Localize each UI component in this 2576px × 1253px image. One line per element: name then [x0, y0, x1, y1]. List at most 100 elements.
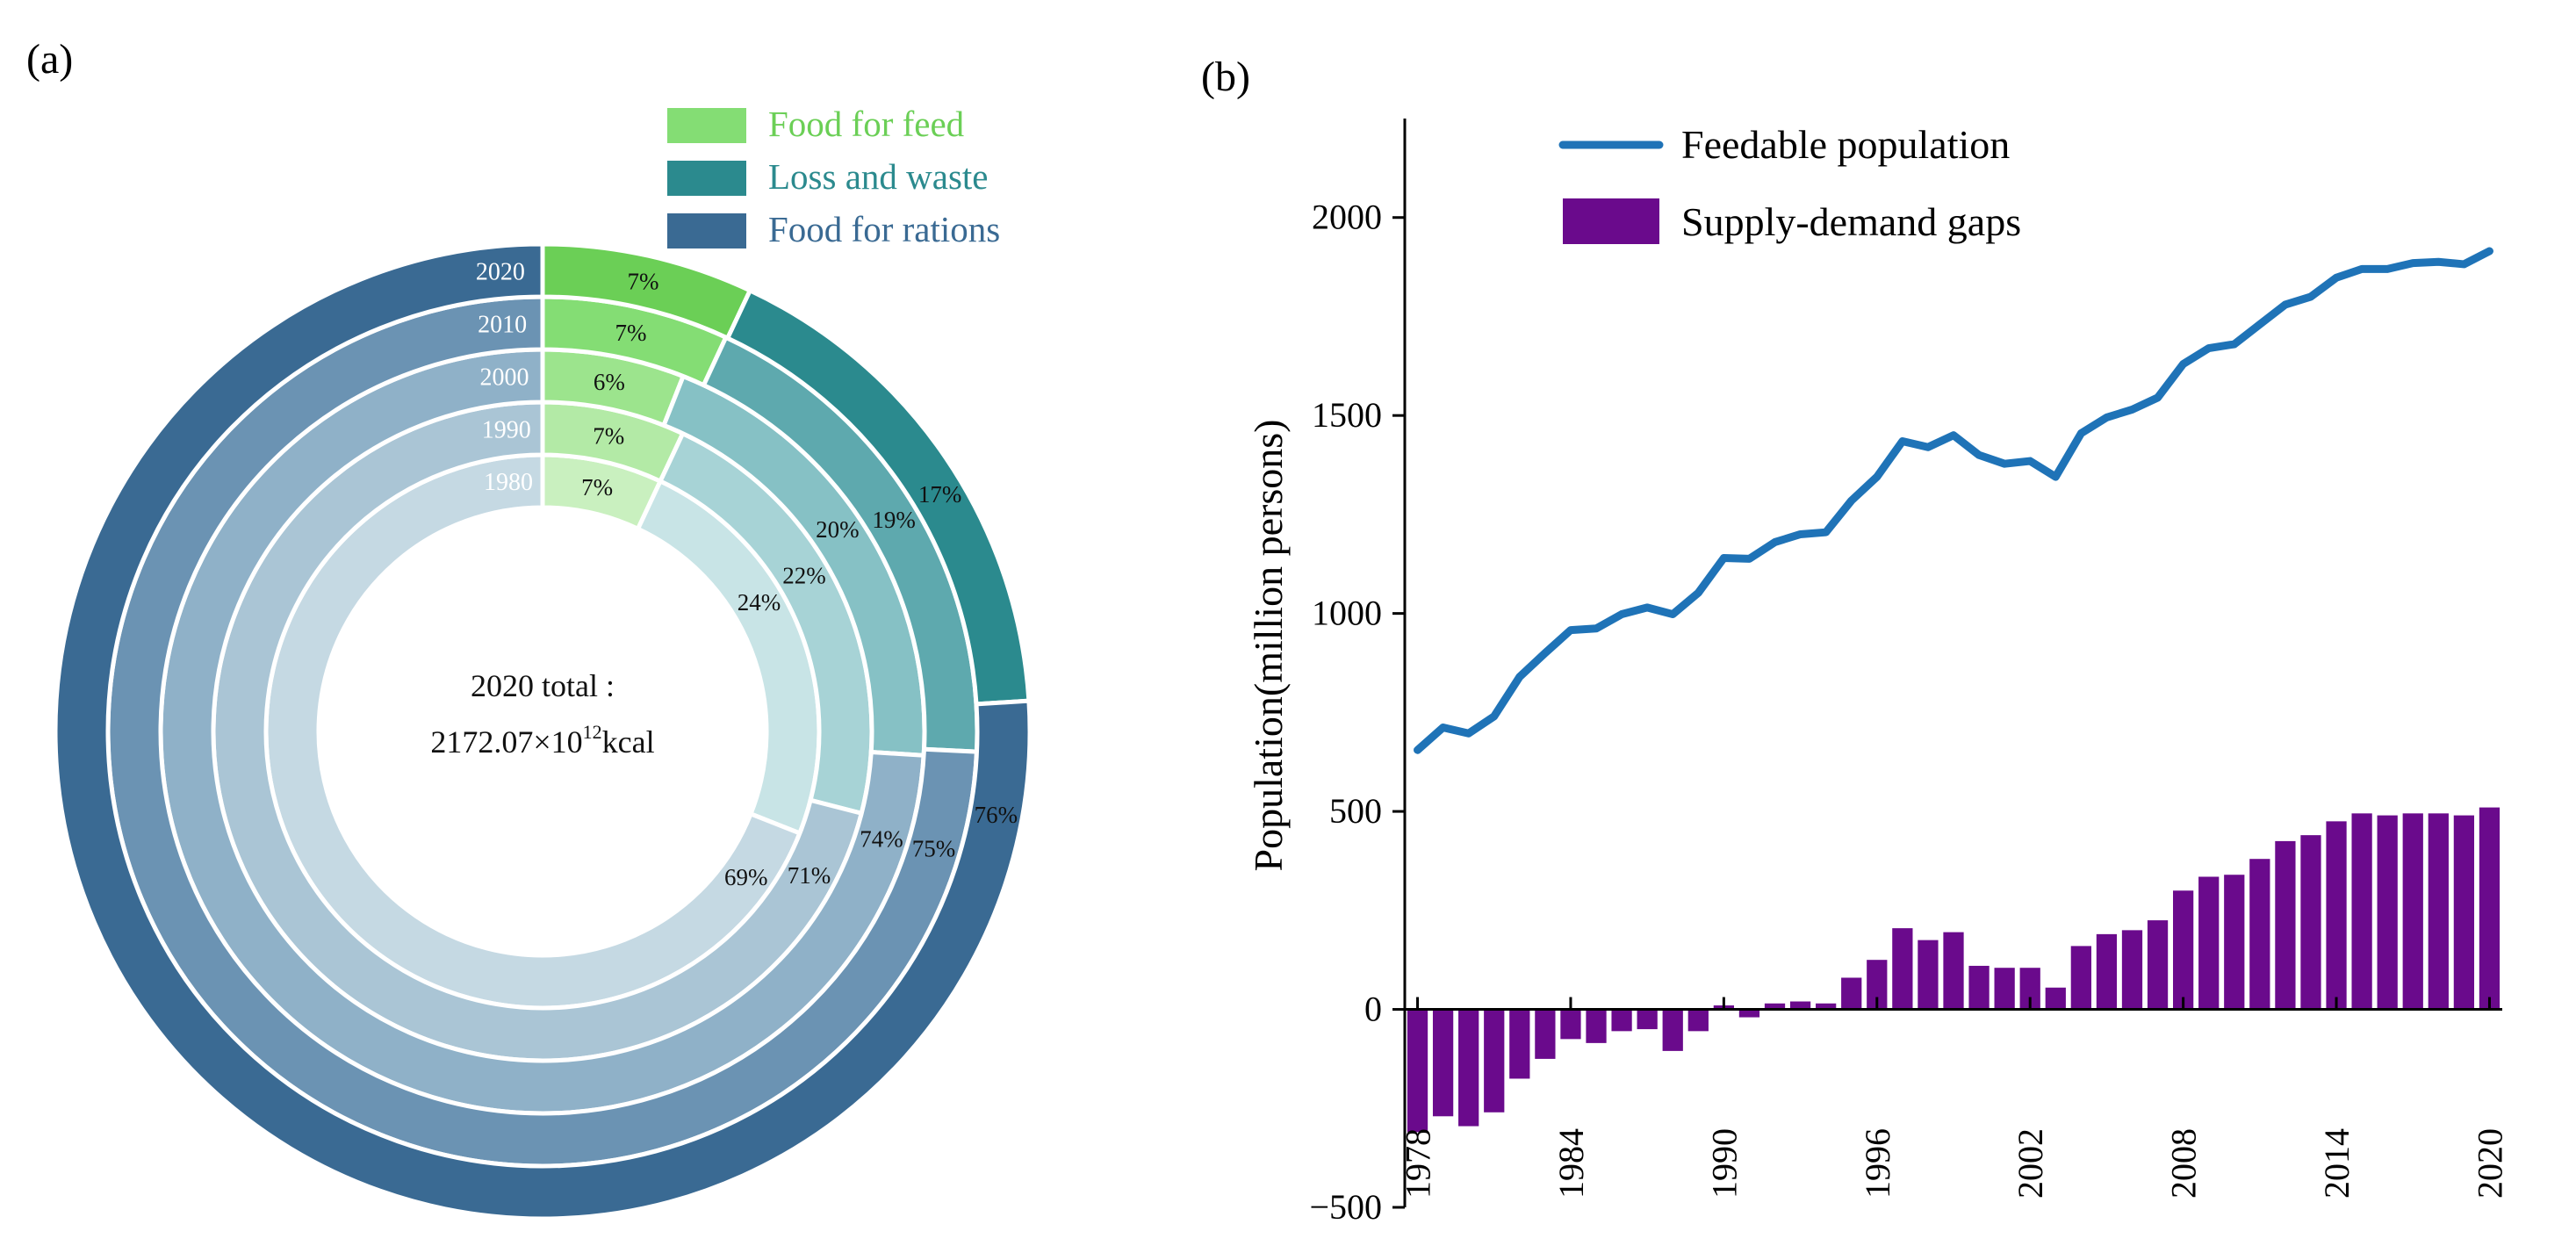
gap-bar-1996: [1867, 960, 1888, 1010]
legend-swatch-loss-waste: [667, 161, 746, 196]
gap-bar-1980: [1458, 1009, 1479, 1127]
gap-bar-2017: [2402, 813, 2423, 1010]
gap-bar-2004: [2070, 946, 2091, 1010]
gap-bar-1989: [1687, 1009, 1709, 1032]
gap-bar-2011: [2249, 859, 2270, 1010]
gap-bar-1992: [1764, 1003, 1786, 1010]
gap-bar-1978: [1407, 1009, 1428, 1133]
gap-bar-1979: [1432, 1009, 1454, 1117]
gap-bar-2019: [2453, 815, 2475, 1010]
legend-swatch-gaps: [1563, 198, 1659, 244]
legend-label-loss-waste: Loss and waste: [768, 156, 989, 197]
legend-swatch-feed: [667, 108, 746, 143]
legend-swatch-rations: [667, 213, 746, 248]
donut-center-total: 2172.07×1012kcal: [430, 721, 654, 760]
nested-donut-chart: 7% 24% 69% 1980 7% 22% 71% 1990 6% 20% 74% 2000 7% 19…: [53, 241, 1033, 1221]
gap-bar-1985: [1586, 1009, 1607, 1043]
x-tick-label-2008: 2008: [2164, 1128, 2204, 1199]
gap-bar-2003: [2045, 987, 2066, 1010]
panel-label-a: (a): [26, 36, 74, 83]
legend-label-feedable: Feedable population: [1681, 122, 2010, 167]
x-tick-label-1978: 1978: [1399, 1128, 1438, 1199]
gap-bar-1995: [1841, 977, 1862, 1010]
gap-bar-1998: [1918, 940, 1939, 1010]
gap-bar-2013: [2300, 835, 2321, 1010]
gap-bar-1997: [1892, 928, 1913, 1010]
ring-2000-loss-waste-label: 20%: [816, 516, 860, 543]
ring-2000-rations-label: 74%: [860, 825, 903, 852]
y-tick-label--500: −500: [1309, 1187, 1382, 1227]
ring-1990-feed-label: 7%: [593, 422, 624, 449]
gap-bar-1981: [1484, 1009, 1505, 1113]
ring-1980-loss-waste-label: 24%: [738, 589, 781, 616]
gap-bar-2018: [2428, 813, 2449, 1010]
x-tick-label-2014: 2014: [2317, 1128, 2357, 1199]
ring-1990-loss-waste-label: 22%: [782, 562, 826, 588]
ring-year-label-1990: 1990: [482, 416, 531, 443]
ring-2020-loss-waste-label: 17%: [918, 481, 962, 508]
gap-bar-2014: [2326, 821, 2347, 1010]
gap-bar-1994: [1816, 1003, 1837, 1010]
y-tick-label-500: 500: [1329, 791, 1382, 831]
gap-bar-2002: [2019, 968, 2040, 1010]
population-combo-chart: −500 0 500 1000 1500 2000 1978 1984 1990 1996 2002…: [1246, 119, 2509, 1227]
center-total-value: 2172.07×10: [430, 724, 582, 760]
gap-bar-2009: [2198, 876, 2220, 1010]
gap-bar-2007: [2147, 920, 2169, 1010]
panel-label-b: (b): [1201, 54, 1250, 100]
gap-bar-2000: [1968, 965, 1990, 1010]
ring-year-label-2000: 2000: [479, 364, 529, 391]
x-tick-label-1990: 1990: [1704, 1128, 1744, 1199]
gap-bar-2015: [2351, 813, 2372, 1010]
ring-year-label-2010: 2010: [478, 311, 527, 338]
gap-bar-2001: [1994, 968, 2015, 1010]
ring-year-label-2020: 2020: [476, 258, 525, 285]
ring-2000-feed-label: 6%: [594, 369, 625, 395]
ring-1980-rations-label: 69%: [724, 864, 768, 890]
ring-2010-feed-label: 7%: [615, 320, 646, 346]
y-tick-label-1000: 1000: [1312, 594, 1382, 633]
gap-bar-1987: [1637, 1009, 1658, 1030]
gap-bar-1988: [1662, 1009, 1683, 1051]
gap-bar-2010: [2224, 875, 2245, 1010]
x-tick-label-1984: 1984: [1551, 1128, 1591, 1199]
donut-legend: Food for feed Loss and waste Food for rati…: [667, 104, 1000, 249]
ring-1990-rations-label: 71%: [788, 862, 831, 889]
x-tick-label-2020: 2020: [2470, 1128, 2509, 1199]
ring-2020-rations-slice: [53, 241, 1033, 1221]
gap-bar-1993: [1789, 1001, 1811, 1010]
ring-2010-rations-label: 75%: [912, 835, 956, 861]
gap-bar-2016: [2377, 815, 2398, 1010]
gap-bar-1991: [1738, 1009, 1760, 1018]
legend-label-rations: Food for rations: [768, 209, 1000, 249]
legend-label-feed: Food for feed: [768, 104, 964, 144]
gap-bar-1984: [1560, 1009, 1581, 1040]
gap-bar-2012: [2275, 840, 2296, 1010]
donut-center-title: 2020 total :: [471, 668, 615, 703]
legend-label-gaps: Supply-demand gaps: [1681, 199, 2021, 244]
ring-year-label-1980: 1980: [484, 469, 533, 496]
ring-2020-feed-label: 7%: [628, 269, 659, 295]
ring-1980-feed-label: 7%: [581, 474, 613, 500]
y-axis-title: Population(million persons): [1246, 420, 1291, 872]
ring-2020-rations-label: 76%: [975, 802, 1018, 828]
gap-bar-1983: [1535, 1009, 1556, 1059]
gap-bar-2006: [2121, 930, 2143, 1010]
center-total-exponent: 12: [583, 721, 602, 743]
y-tick-label-2000: 2000: [1312, 198, 1382, 237]
center-total-unit: kcal: [602, 724, 655, 760]
gap-bar-2005: [2096, 933, 2118, 1010]
x-tick-label-2002: 2002: [2011, 1128, 2050, 1199]
ring-2010-loss-waste-label: 19%: [872, 507, 916, 533]
feedable-population-line: [1414, 247, 2493, 754]
gap-bar-1982: [1509, 1009, 1530, 1079]
y-tick-label-0: 0: [1364, 990, 1382, 1029]
x-tick-label-1996: 1996: [1858, 1128, 1897, 1199]
gap-bars: [1407, 807, 2500, 1133]
y-tick-label-1500: 1500: [1312, 395, 1382, 435]
gap-bar-1999: [1943, 932, 1964, 1010]
gap-bar-1986: [1611, 1009, 1632, 1032]
gap-bar-2020: [2479, 807, 2500, 1010]
gap-bar-2008: [2173, 890, 2194, 1010]
